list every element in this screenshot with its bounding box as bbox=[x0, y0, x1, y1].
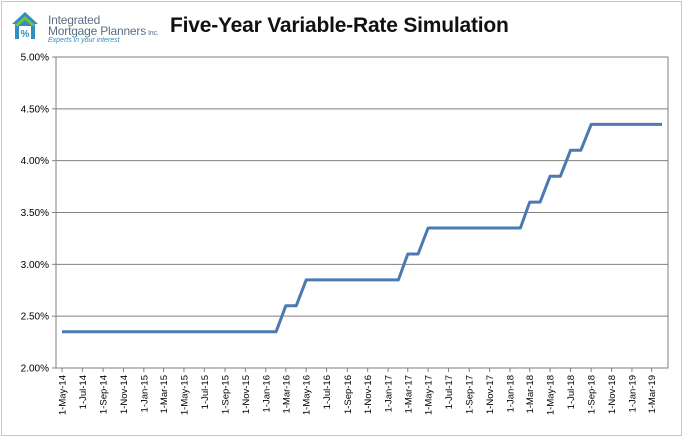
x-tick-label: 1-Sep-17 bbox=[465, 375, 476, 414]
x-tick-label: 1-Nov-15 bbox=[241, 375, 252, 414]
y-tick-label: 2.50% bbox=[21, 312, 49, 323]
x-tick-label: 1-Jul-18 bbox=[566, 375, 577, 409]
x-tick-label: 1-Jul-14 bbox=[78, 375, 89, 409]
logo-line2: Mortgage Planners Inc. bbox=[48, 24, 159, 38]
logo-line2-main: Mortgage Planners bbox=[48, 24, 146, 38]
company-logo: % Integrated Mortgage Planners Inc. Exper… bbox=[8, 6, 168, 46]
x-tick-label: 1-Mar-18 bbox=[525, 375, 536, 414]
x-tick-label: 1-Jul-15 bbox=[200, 375, 211, 409]
x-tick-label: 1-Sep-15 bbox=[221, 375, 232, 414]
x-tick-label: 1-May-14 bbox=[58, 375, 69, 415]
x-tick-label: 1-May-17 bbox=[424, 375, 435, 415]
x-tick-label: 1-Jan-16 bbox=[261, 375, 272, 413]
x-tick-label: 1-Mar-17 bbox=[403, 375, 414, 414]
house-percent-icon: % bbox=[12, 12, 38, 40]
x-tick-label: 1-Nov-18 bbox=[607, 375, 618, 414]
x-tick-label: 1-May-16 bbox=[302, 375, 313, 415]
x-tick-label: 1-Jan-18 bbox=[505, 375, 516, 413]
x-tick-label: 1-Nov-17 bbox=[485, 375, 496, 414]
logo-tagline: Experts in your interest bbox=[48, 37, 120, 44]
x-tick-label: 1-Jan-15 bbox=[139, 375, 150, 413]
x-tick-label: 1-May-18 bbox=[546, 375, 557, 415]
y-tick-label: 2.00% bbox=[21, 364, 49, 375]
y-tick-label: 4.50% bbox=[21, 104, 49, 115]
x-tick-label: 1-Nov-16 bbox=[363, 375, 374, 414]
y-tick-label: 3.50% bbox=[21, 208, 49, 219]
gridlines bbox=[56, 56, 668, 369]
y-axis-ticks: 2.00% 2.50% 3.00% 3.50% 4.00% 4.50% 5.00% bbox=[21, 53, 56, 375]
logo-inc: Inc. bbox=[148, 30, 159, 37]
x-tick-label: 1-Jul-17 bbox=[444, 375, 455, 409]
y-tick-label: 4.00% bbox=[21, 156, 49, 167]
x-tick-label: 1-Mar-15 bbox=[159, 375, 170, 414]
series-line bbox=[62, 122, 662, 334]
y-tick-label: 5.00% bbox=[21, 53, 49, 64]
x-tick-label: 1-Sep-18 bbox=[587, 375, 598, 414]
x-tick-label: 1-Nov-14 bbox=[119, 375, 130, 414]
plot-area bbox=[55, 56, 669, 369]
x-tick-label: 1-Mar-19 bbox=[647, 375, 658, 414]
chart-title: Five-Year Variable-Rate Simulation bbox=[170, 14, 509, 37]
svg-text:%: % bbox=[21, 29, 30, 40]
x-tick-label: 1-Sep-16 bbox=[343, 375, 354, 414]
x-tick-label: 1-Jan-19 bbox=[627, 375, 638, 413]
x-tick-label: 1-Jan-17 bbox=[384, 375, 395, 413]
logo-line1: Integrated bbox=[48, 13, 101, 27]
y-tick-label: 3.00% bbox=[21, 260, 49, 271]
x-tick-label: 1-Sep-14 bbox=[99, 375, 110, 414]
x-tick-label: 1-Jul-16 bbox=[322, 375, 333, 409]
x-tick-label: 1-May-15 bbox=[179, 375, 190, 415]
x-axis-ticks: 1-May-14 1-Jul-14 1-Sep-14 1-Nov-14 1-Jan-15… bbox=[58, 368, 658, 415]
x-tick-label: 1-Mar-16 bbox=[281, 375, 292, 414]
